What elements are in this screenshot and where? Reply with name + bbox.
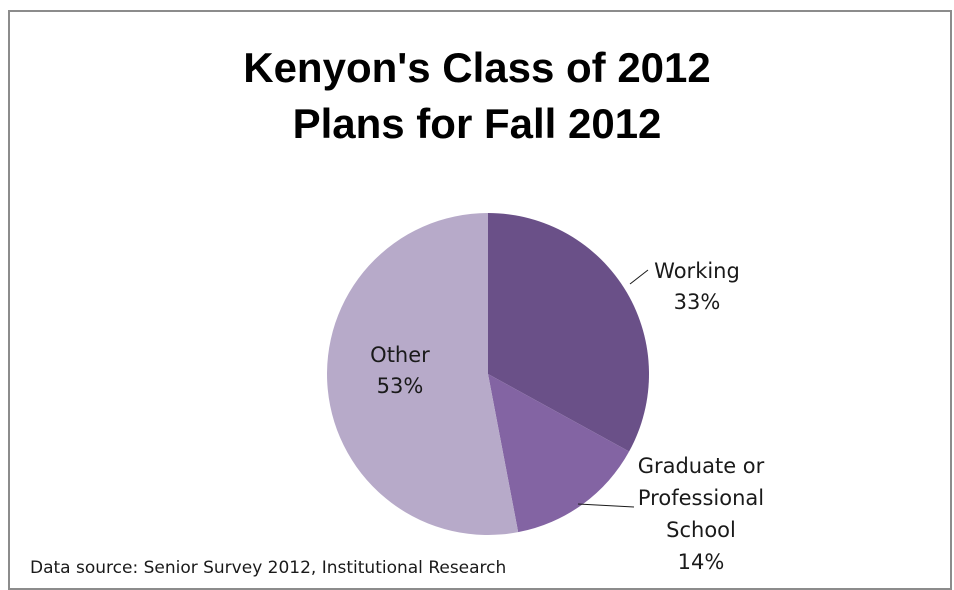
pie-slice-graduate-or-professional-school <box>488 374 630 533</box>
slice-name-label-other: Other <box>370 343 430 367</box>
chart-title: Kenyon's Class of 2012 Plans for Fall 20… <box>0 40 954 152</box>
chart-title-line-2: Plans for Fall 2012 <box>292 100 662 147</box>
slice-name-label-graduate-or-professional-school: School <box>666 518 736 542</box>
slice-labels: Working 33% Graduate or Professional School 1… <box>370 259 764 574</box>
slice-value-label-graduate-or-professional-school: 14% <box>678 550 725 574</box>
leader-line-working <box>629 269 649 285</box>
chart-title-line-1: Kenyon's Class of 2012 <box>243 44 711 91</box>
slice-label-other: Other 53% <box>370 343 430 398</box>
pie-slice-working <box>488 213 650 452</box>
slice-name-label-graduate-or-professional-school: Professional <box>638 486 764 510</box>
slice-name-label-working: Working <box>654 259 740 283</box>
slice-value-label-other: 53% <box>377 374 424 398</box>
slice-label-working: Working 33% <box>654 259 740 314</box>
slice-label-graduate-or-professional-school: Graduate or Professional School 14% <box>638 454 765 574</box>
leader-lines <box>577 269 649 508</box>
leader-line-graduate-or-professional-school <box>577 503 635 508</box>
pie-slices <box>327 213 650 535</box>
data-source-note: Data source: Senior Survey 2012, Institu… <box>30 558 507 578</box>
slice-name-label-graduate-or-professional-school: Graduate or <box>638 454 765 478</box>
pie-slice-other <box>327 213 519 535</box>
slice-value-label-working: 33% <box>674 290 721 314</box>
